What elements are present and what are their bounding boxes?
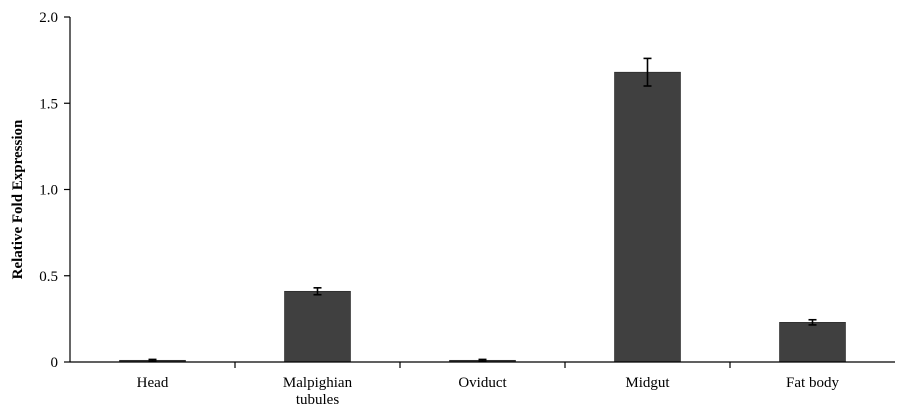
bar xyxy=(614,71,681,363)
bar xyxy=(284,290,351,363)
x-tick-label: Head xyxy=(137,375,169,391)
bars-layer xyxy=(119,57,846,363)
x-tick-label: Malpighian tubules xyxy=(283,375,353,408)
y-tick-label: 0.5 xyxy=(39,269,58,285)
x-tick-label: Fat body xyxy=(786,375,839,391)
x-tick-label: Midgut xyxy=(625,375,670,391)
bar xyxy=(779,322,846,363)
x-tick-label: Oviduct xyxy=(458,375,507,391)
axes-layer xyxy=(69,17,895,363)
y-tick-label: 2.0 xyxy=(39,10,58,26)
x-tick-labels: Head Malpighian tubules Oviduct Midgut Fat bo… xyxy=(137,362,839,408)
y-tick-label: 0 xyxy=(51,355,59,371)
y-axis-title: Relative Fold Expression xyxy=(10,119,26,279)
y-ticks: 0 0.5 1.0 1.5 2.0 xyxy=(39,10,70,371)
y-tick-label: 1.5 xyxy=(39,96,58,112)
y-tick-label: 1.0 xyxy=(39,183,58,199)
